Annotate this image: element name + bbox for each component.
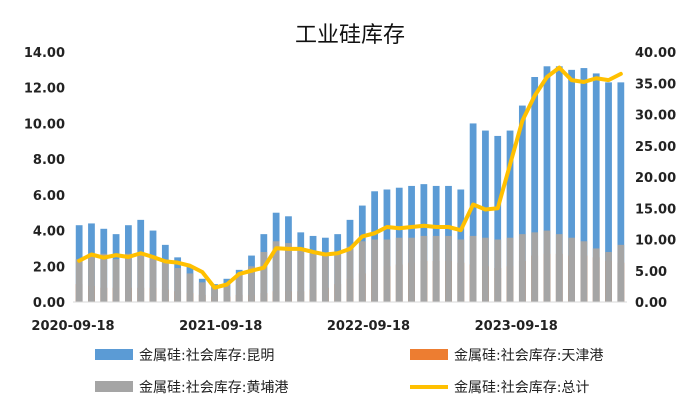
bar-series2-29 [432, 235, 440, 302]
bar-series2-20 [321, 253, 329, 302]
bar-series0-35 [506, 130, 514, 302]
legend-swatch-1 [410, 349, 448, 360]
bar-series2-10 [198, 282, 206, 302]
y-left-tick-0: 0.00 [33, 296, 65, 311]
legend-label-3: 金属硅:社会库存:总计 [454, 380, 589, 396]
bar-series2-6 [149, 257, 157, 302]
chart-title: 工业硅库存 [295, 23, 405, 48]
bar-series2-38 [543, 230, 551, 302]
bar-series2-31 [457, 239, 465, 302]
bar-series0-37 [531, 77, 539, 302]
bars-layer [75, 66, 625, 303]
axes-layer: 0.00 2.00 4.00 6.00 8.00 10.00 12.00 14.00 0.00 5… [24, 46, 676, 334]
bar-series0-40 [568, 69, 575, 302]
y-left-tick-6: 12.00 [24, 82, 65, 97]
y-right-tick-4: 20.00 [635, 171, 676, 186]
bar-series2-0 [75, 259, 83, 302]
bar-series2-22 [346, 246, 354, 302]
legend-label-0: 金属硅:社会库存:昆明 [139, 348, 274, 364]
y-left-tick-7: 14.00 [24, 46, 65, 61]
y-right-tick-5: 25.00 [635, 140, 676, 155]
bar-series2-26 [395, 237, 403, 302]
x-tick-2: 2022-09-18 [327, 319, 410, 334]
y-left-tick-1: 2.00 [33, 260, 65, 275]
legend-label-2: 金属硅:社会库存:黄埔港 [139, 379, 288, 396]
bar-series2-28 [420, 235, 428, 302]
bar-series2-36 [518, 234, 526, 302]
bar-series2-3 [112, 259, 120, 302]
x-tick-0: 2020-09-18 [31, 319, 114, 334]
y-right-tick-3: 15.00 [635, 202, 676, 217]
legend-label-1: 金属硅:社会库存:天津港 [454, 348, 603, 364]
bar-series2-5 [137, 252, 145, 302]
bar-series2-41 [580, 241, 588, 302]
bar-series0-42 [592, 73, 600, 303]
x-tick-1: 2021-09-18 [179, 319, 262, 334]
line-total-series [77, 65, 623, 290]
bar-series2-18 [297, 250, 305, 302]
y-left-tick-4: 8.00 [33, 153, 65, 168]
line-layer [77, 65, 623, 290]
legend-swatch-0 [95, 349, 133, 360]
bar-series2-34 [494, 239, 502, 302]
bar-series2-24 [371, 239, 379, 302]
bar-series2-9 [186, 273, 194, 302]
y-right-tick-8: 40.00 [635, 46, 676, 61]
bar-series2-7 [161, 262, 169, 302]
bar-series2-37 [531, 232, 539, 302]
bar-series2-32 [469, 235, 477, 302]
bar-series2-23 [358, 241, 366, 302]
bar-series0-43 [605, 82, 612, 302]
bar-series2-1 [88, 253, 95, 302]
bar-series2-27 [408, 237, 415, 302]
bar-series2-8 [174, 268, 182, 302]
bar-series2-14 [248, 266, 255, 302]
y-right-tick-1: 5.00 [635, 265, 667, 280]
y-right-tick-2: 10.00 [635, 234, 676, 249]
y-right-tick-0: 0.00 [635, 296, 667, 311]
bar-series0-34 [494, 135, 502, 302]
y-left-tick-5: 10.00 [24, 117, 65, 132]
bar-series2-30 [445, 235, 452, 302]
bar-series0-44 [617, 82, 625, 302]
bar-series0-38 [543, 66, 551, 302]
bar-series2-2 [100, 253, 108, 302]
bar-series2-39 [555, 234, 563, 302]
bar-series2-16 [272, 241, 280, 302]
y-right-tick-7: 35.00 [635, 77, 676, 92]
legend-swatch-2 [95, 381, 133, 392]
y-right-tick-6: 30.00 [635, 109, 676, 124]
bar-series2-15 [260, 252, 268, 302]
bar-series2-19 [309, 253, 317, 302]
bar-series2-12 [223, 284, 231, 302]
bar-series2-35 [506, 237, 514, 302]
bar-series0-33 [482, 130, 489, 302]
bar-series2-25 [383, 239, 391, 302]
bar-series0-32 [469, 123, 477, 303]
bar-series2-42 [592, 248, 600, 302]
bar-series2-44 [617, 244, 625, 302]
bar-series2-40 [568, 237, 575, 302]
y-left-tick-3: 6.00 [33, 189, 65, 204]
bar-series2-4 [125, 253, 132, 302]
bar-series0-39 [555, 66, 563, 302]
bar-series2-33 [482, 237, 489, 302]
bar-series2-43 [605, 252, 612, 302]
bar-series2-11 [211, 287, 218, 302]
bar-series2-13 [235, 275, 243, 302]
y-left-tick-2: 4.00 [33, 225, 65, 240]
bar-series0-36 [518, 105, 526, 302]
x-tick-3: 2023-09-18 [475, 319, 558, 334]
bar-series0-41 [580, 68, 588, 302]
bar-series2-21 [334, 252, 342, 302]
bar-series2-17 [285, 243, 292, 302]
